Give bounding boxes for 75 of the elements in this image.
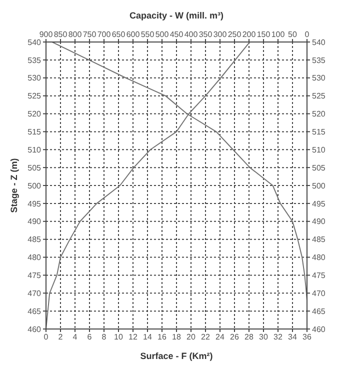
x2-tick-label: 600	[126, 30, 140, 39]
x2-tick-label: 750	[82, 30, 97, 39]
x-tick-label: 30	[259, 332, 268, 342]
x-tick-label: 32	[274, 332, 283, 342]
x-tick-label: 22	[201, 332, 210, 342]
x2-tick-label: 550	[140, 30, 155, 39]
y2-tick-label: 505	[312, 163, 326, 172]
x-tick-label: 0	[44, 332, 49, 342]
y2-tick-label: 465	[312, 306, 326, 316]
y2-tick-label: 540	[312, 38, 326, 47]
y-tick-label: 490	[28, 217, 42, 226]
y-tick-label: 525	[28, 92, 42, 101]
y-tick-label: 540	[28, 38, 42, 47]
y-tick-label: 510	[28, 145, 42, 154]
x2-axis-title: Capacity - W (mill. m³)	[129, 10, 224, 20]
x2-tick-label: 800	[68, 30, 82, 39]
y-tick-label: 515	[28, 128, 42, 137]
y-tick-label: 460	[28, 324, 42, 334]
y2-tick-label: 475	[312, 271, 326, 280]
y2-tick-label: 510	[312, 145, 326, 154]
x2-tick-label: 200	[242, 30, 256, 39]
x-tick-label: 8	[102, 332, 107, 342]
y2-tick-label: 500	[312, 181, 326, 190]
x-tick-label: 16	[158, 332, 167, 342]
x2-tick-label: 450	[170, 30, 184, 39]
x2-tick-label: 700	[97, 30, 112, 39]
y2-tick-label: 515	[312, 128, 326, 137]
y-tick-label: 520	[28, 110, 42, 119]
x-tick-label: 34	[288, 332, 298, 342]
x2-tick-label: 850	[54, 30, 68, 39]
x-tick-label: 18	[172, 332, 182, 342]
x-tick-label: 2	[58, 332, 64, 342]
x-tick-label: 28	[244, 332, 254, 342]
x-tick-label: 14	[143, 332, 152, 342]
y2-tick-label: 530	[312, 74, 326, 83]
x2-tick-label: 0	[304, 30, 310, 39]
x-tick-label: 26	[230, 332, 240, 342]
y-tick-label: 470	[28, 288, 42, 298]
y-tick-label: 480	[28, 253, 42, 262]
y2-tick-label: 460	[312, 324, 326, 334]
x2-tick-label: 250	[228, 30, 242, 39]
x2-tick-label: 650	[112, 30, 126, 39]
y-tick-label: 495	[28, 199, 42, 208]
y-tick-label: 485	[28, 235, 42, 244]
x-tick-label: 4	[72, 332, 78, 342]
y2-tick-label: 495	[312, 199, 326, 208]
x2-tick-label: 500	[155, 30, 170, 39]
x2-tick-label: 300	[213, 30, 228, 39]
x-tick-label: 20	[186, 332, 196, 342]
y2-tick-label: 525	[312, 92, 326, 101]
y-axis-title: Stage - Z (m)	[9, 158, 20, 213]
y-tick-label: 500	[28, 181, 42, 190]
y-tick-label: 475	[28, 271, 42, 280]
y2-tick-label: 470	[312, 288, 326, 298]
x2-tick-label: 150	[256, 30, 271, 39]
y2-tick-label: 480	[312, 253, 326, 262]
y2-tick-label: 485	[312, 235, 326, 244]
y-tick-label: 530	[28, 74, 42, 83]
x2-tick-label: 50	[288, 30, 298, 39]
y-tick-label: 535	[28, 56, 42, 65]
x-axis-title: Surface - F (Km²)	[140, 351, 213, 361]
x-tick-label: 10	[114, 332, 124, 342]
x2-tick-label: 900	[39, 30, 54, 39]
x-tick-label: 12	[128, 332, 138, 342]
x-tick-label: 36	[302, 332, 312, 342]
y-tick-label: 465	[28, 306, 42, 316]
x-tick-label: 24	[216, 332, 225, 342]
y2-tick-label: 535	[312, 56, 326, 65]
y2-tick-label: 490	[312, 217, 326, 226]
x2-tick-label: 400	[184, 30, 198, 39]
y2-tick-label: 520	[312, 110, 326, 119]
y-tick-label: 505	[28, 163, 42, 172]
x2-tick-label: 350	[198, 30, 213, 39]
x-tick-label: 6	[87, 332, 92, 342]
x2-tick-label: 100	[271, 30, 286, 39]
